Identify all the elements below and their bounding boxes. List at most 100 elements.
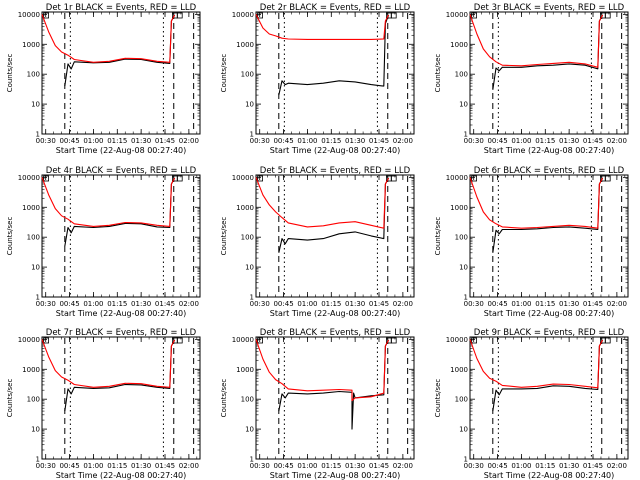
x-tick-label: 00:30 (36, 462, 56, 470)
det-panel-2: Det 2r BLACK = Events, RED = LLD 1 10 100 10… (220, 3, 415, 155)
x-tick-label: 01:30 (345, 462, 365, 470)
x-axis-label: Start Time (22-Aug-08 00:27:40) (270, 471, 401, 480)
x-tick-label: 00:45 (59, 462, 79, 470)
x-axis-label: Start Time (22-Aug-08 00:27:40) (270, 309, 401, 318)
x-tick-label: 00:30 (250, 137, 270, 145)
top-flag-marker (390, 175, 397, 182)
x-tick-label: 00:45 (59, 137, 79, 145)
top-flag-marker (176, 175, 183, 182)
x-tick-label: 01:00 (511, 300, 531, 308)
events-rate-line (278, 14, 390, 96)
x-tick-label: 02:00 (179, 462, 199, 470)
y-tick-label: 10000 (232, 336, 254, 344)
x-tick-label: 01:45 (583, 300, 603, 308)
y-tick-label: 10 (31, 426, 40, 434)
x-tick-label: 00:30 (464, 137, 484, 145)
plot-frame (469, 174, 629, 298)
y-tick-label: 1 (250, 456, 254, 464)
panel-title: Det 9r BLACK = Events, RED = LLD (474, 328, 625, 338)
lld-rate-line (469, 339, 604, 389)
x-axis-label: Start Time (22-Aug-08 00:27:40) (484, 309, 615, 318)
x-tick-label: 00:30 (250, 462, 270, 470)
y-axis-label: Counts/sec (434, 217, 442, 256)
y-tick-label: 100 (241, 71, 254, 79)
x-tick-label: 00:30 (464, 300, 484, 308)
x-tick-label: 01:15 (535, 137, 555, 145)
x-tick-label: 01:45 (369, 300, 389, 308)
lld-rate-line (255, 14, 390, 40)
x-tick-label: 01:15 (321, 137, 341, 145)
panel-title: Det 3r BLACK = Events, RED = LLD (474, 3, 625, 13)
x-tick-label: 02:00 (393, 300, 413, 308)
x-axis-label: Start Time (22-Aug-08 00:27:40) (56, 146, 187, 155)
y-tick-label: 100 (455, 71, 468, 79)
top-flag-marker (471, 175, 477, 182)
events-rate-line (64, 339, 176, 412)
x-tick-label: 01:00 (297, 462, 317, 470)
panel-title: Det 5r BLACK = Events, RED = LLD (260, 166, 411, 176)
lld-rate-line (255, 177, 390, 229)
x-axis-label: Start Time (22-Aug-08 00:27:40) (56, 309, 187, 318)
x-tick-label: 01:45 (155, 137, 175, 145)
top-flag-marker (390, 12, 397, 19)
lld-rate-line (469, 14, 604, 68)
plot-frame (469, 11, 629, 135)
y-tick-label: 1000 (450, 366, 468, 374)
panel-title: Det 8r BLACK = Events, RED = LLD (260, 328, 411, 338)
top-flag-marker (604, 12, 611, 19)
y-tick-label: 100 (455, 234, 468, 242)
x-tick-label: 01:45 (583, 137, 603, 145)
x-tick-label: 01:15 (535, 300, 555, 308)
x-tick-label: 01:00 (83, 137, 103, 145)
lld-rate-line (41, 177, 176, 227)
y-axis-label: Counts/sec (220, 379, 228, 418)
events-rate-line (492, 339, 604, 412)
y-tick-label: 100 (241, 396, 254, 404)
det-panel-6: Det 6r BLACK = Events, RED = LLD 1 10 100 10… (434, 166, 629, 318)
x-tick-label: 00:30 (464, 462, 484, 470)
plot-frame (41, 174, 201, 298)
y-tick-label: 10000 (18, 174, 40, 182)
x-axis-label: Start Time (22-Aug-08 00:27:40) (56, 471, 187, 480)
y-tick-label: 10 (459, 264, 468, 272)
x-tick-label: 02:00 (179, 137, 199, 145)
y-tick-label: 1 (464, 131, 468, 139)
x-tick-label: 01:45 (155, 300, 175, 308)
y-tick-label: 10000 (232, 174, 254, 182)
top-flag-marker (471, 12, 477, 19)
top-flag-marker (43, 337, 49, 344)
y-axis-label: Counts/sec (434, 54, 442, 93)
y-tick-label: 100 (27, 234, 40, 242)
y-tick-label: 1 (464, 456, 468, 464)
x-tick-label: 01:30 (131, 137, 151, 145)
x-tick-label: 00:30 (250, 300, 270, 308)
top-flag-marker (390, 337, 397, 344)
x-tick-label: 02:00 (607, 462, 627, 470)
plot-frame (255, 174, 415, 298)
y-tick-label: 1 (36, 456, 40, 464)
x-tick-label: 01:15 (321, 300, 341, 308)
x-tick-label: 01:45 (369, 137, 389, 145)
y-tick-label: 1 (250, 131, 254, 139)
x-tick-label: 01:00 (297, 137, 317, 145)
plot-frame (255, 336, 415, 460)
x-tick-label: 00:30 (36, 300, 56, 308)
top-flag-marker (257, 12, 263, 19)
lld-rate-line (469, 177, 604, 229)
y-tick-label: 100 (27, 71, 40, 79)
panel-title: Det 6r BLACK = Events, RED = LLD (474, 166, 625, 176)
x-tick-label: 01:45 (155, 462, 175, 470)
x-tick-label: 01:00 (297, 300, 317, 308)
det-panel-1: Det 1r BLACK = Events, RED = LLD 1 10 100 10… (6, 3, 201, 155)
plot-frame (41, 336, 201, 460)
x-axis-label: Start Time (22-Aug-08 00:27:40) (484, 146, 615, 155)
events-rate-line (492, 177, 604, 253)
x-tick-label: 01:30 (559, 137, 579, 145)
x-tick-label: 02:00 (393, 462, 413, 470)
y-tick-label: 1000 (22, 41, 40, 49)
y-tick-label: 1 (36, 294, 40, 302)
panel-title: Det 2r BLACK = Events, RED = LLD (260, 3, 411, 13)
top-flag-marker (43, 12, 49, 19)
x-tick-label: 01:30 (131, 300, 151, 308)
y-tick-label: 1000 (236, 41, 254, 49)
